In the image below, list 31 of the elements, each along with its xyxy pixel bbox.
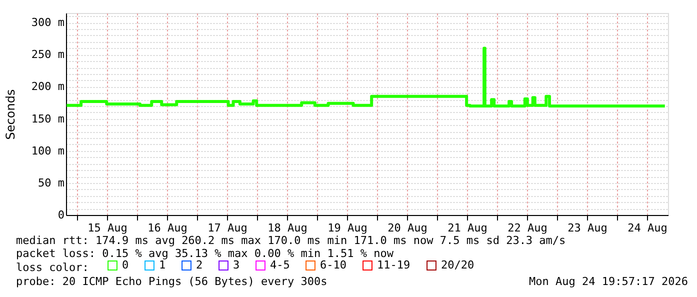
x-tick-label: 22 Aug [508, 222, 548, 234]
x-tick-label: 24 Aug [628, 222, 668, 234]
x-tick-label: 23 Aug [568, 222, 608, 234]
y-axis-title: Seconds [3, 89, 18, 140]
y-tick-label: 250 m [31, 48, 65, 62]
y-tick-label: 50 m [38, 176, 65, 190]
x-tick-label: 16 Aug [148, 222, 188, 234]
legend-label: 6-10 [320, 258, 346, 272]
x-tick-label: 20 Aug [388, 222, 428, 234]
x-tick-label: 21 Aug [448, 222, 488, 234]
x-tick-label: 15 Aug [88, 222, 128, 234]
x-tick-label: 19 Aug [328, 222, 368, 234]
legend-label: 11-19 [377, 258, 410, 272]
y-tick-label: 0 [58, 208, 64, 222]
legend-label: 20/20 [441, 258, 474, 272]
legend-label: 1 [159, 258, 166, 272]
text: median rtt: 174.9 ms avg 260.2 ms max 170.0 ms min 171.0 ms now 7.5 ms sd 23.3 am/s [16, 234, 566, 247]
y-tick-label: 200 m [31, 80, 65, 94]
legend-label: 4-5 [270, 258, 290, 272]
y-tick-label: 300 m [31, 16, 65, 30]
x-tick-label: 17 Aug [208, 222, 248, 234]
text: packet loss: 0.15 % avg 35.13 % max 0.00 % min 1.51 % now [16, 247, 394, 260]
legend-label: 2 [196, 258, 203, 272]
x-tick-label: 18 Aug [268, 222, 308, 234]
legend-label: 0 [122, 258, 129, 272]
legend-title: loss color: [16, 261, 89, 274]
legend-label: 3 [233, 258, 240, 272]
text: Mon Aug 24 19:57:17 2026 [529, 275, 688, 288]
y-tick-label: 150 m [31, 112, 65, 126]
y-tick-label: 100 m [31, 144, 65, 158]
text: probe: 20 ICMP Echo Pings (56 Bytes) every 300s [16, 275, 328, 288]
